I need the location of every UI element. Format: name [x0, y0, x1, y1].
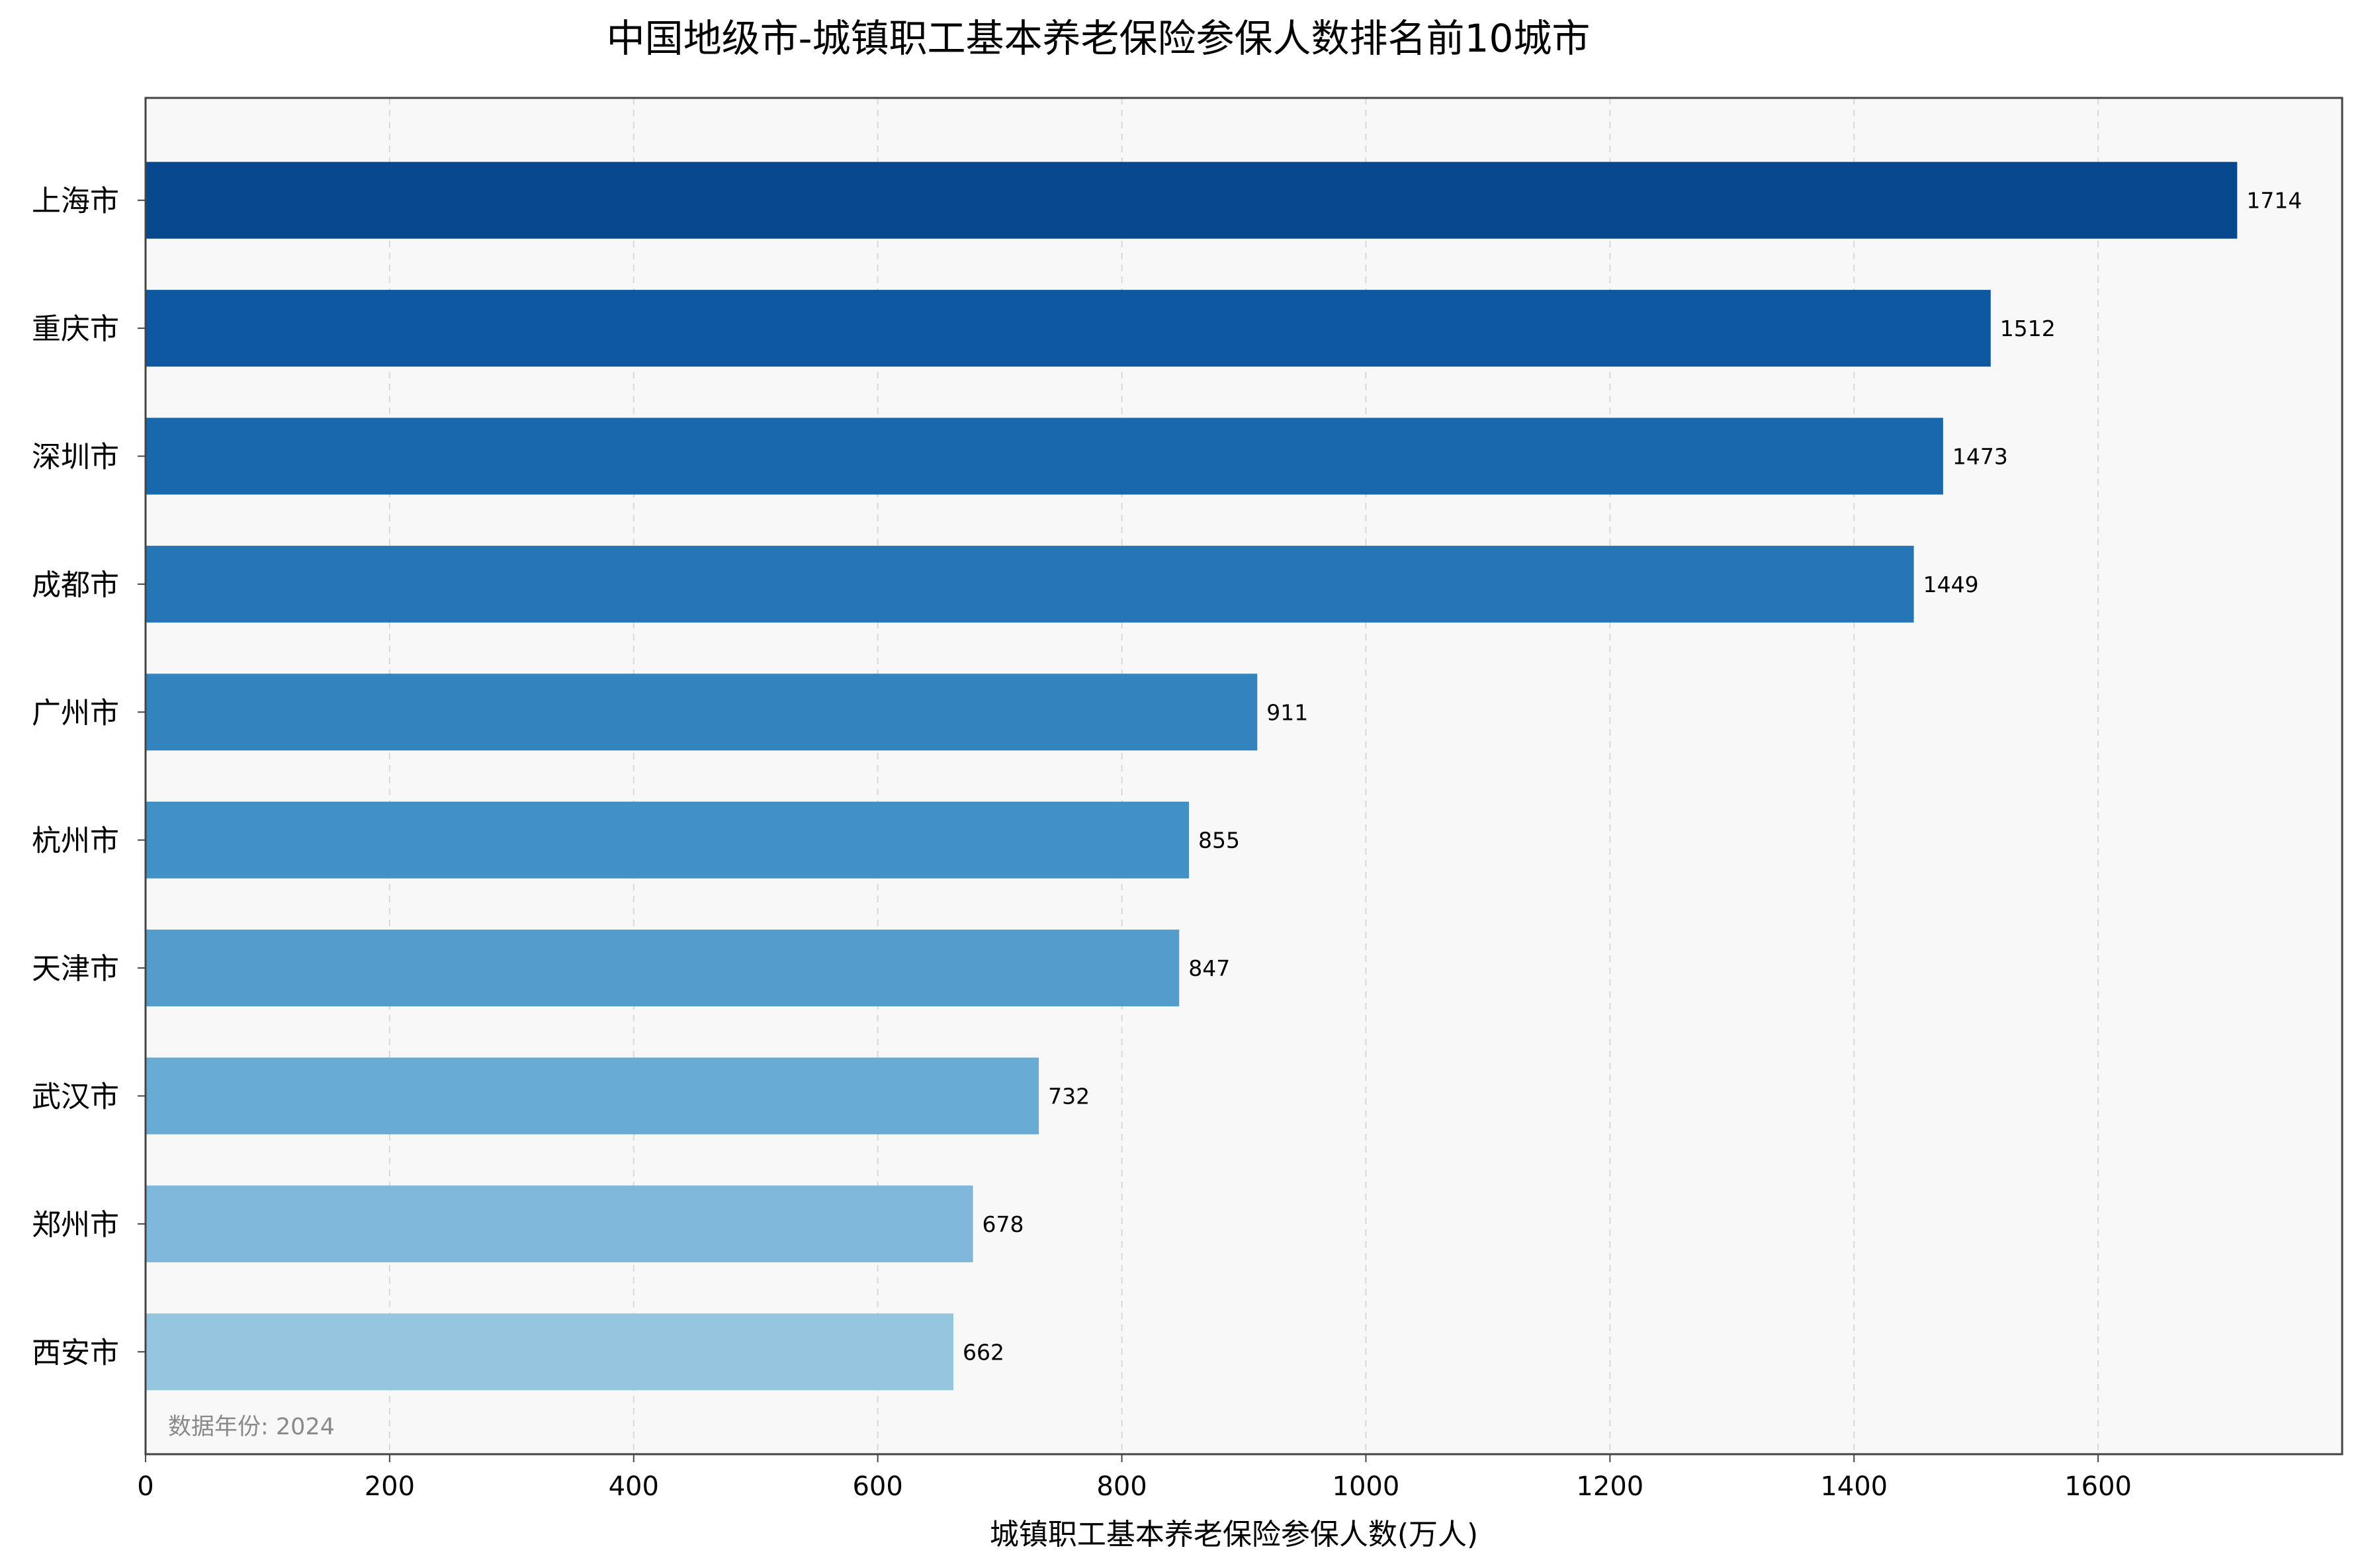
plot-frame [144, 97, 2343, 1456]
bar-value-label: 1512 [2000, 316, 2056, 341]
bar [146, 290, 1991, 367]
bar [146, 161, 2238, 239]
y-tick-label: 杭州市 [32, 824, 119, 858]
y-tick-label: 广州市 [32, 696, 119, 730]
bar [146, 1057, 1039, 1135]
bar-value-label: 678 [983, 1211, 1024, 1237]
bar-value-label: 662 [963, 1339, 1004, 1365]
x-tick-label: 400 [609, 1471, 659, 1502]
y-tick-label: 深圳市 [32, 441, 119, 474]
y-tick-label: 郑州市 [32, 1208, 119, 1242]
bar [146, 545, 1914, 623]
value-labels: 1714 1512 1473 1449 911 855 847 732 678 662 [963, 188, 2302, 1366]
x-axis-ticks: 0 200 400 600 800 1000 1200 1400 1600 [137, 1454, 2132, 1502]
bar [146, 801, 1189, 879]
x-tick-label: 0 [137, 1471, 153, 1502]
y-tick-label: 重庆市 [32, 312, 119, 346]
x-tick-label: 200 [365, 1471, 415, 1502]
x-tick-label: 600 [852, 1471, 902, 1502]
y-tick-label: 天津市 [32, 952, 119, 986]
bar [146, 1185, 973, 1262]
chart-title: 中国地级市-城镇职工基本养老保险参保人数排名前10城市 [607, 16, 1591, 61]
x-axis-title: 城镇职工基本养老保险参保人数(万人) [990, 1518, 1478, 1551]
bar-value-label: 911 [1266, 699, 1308, 725]
y-tick-label: 上海市 [32, 185, 119, 218]
bar [146, 1313, 954, 1391]
x-tick-label: 1000 [1333, 1471, 1400, 1502]
bar-value-label: 732 [1048, 1083, 1090, 1109]
bar-value-label: 855 [1198, 828, 1240, 853]
data-year-note: 数据年份: 2024 [168, 1414, 335, 1440]
bar-value-label: 1714 [2246, 188, 2302, 214]
x-tick-label: 1400 [1820, 1471, 1888, 1502]
bar-value-label: 847 [1188, 955, 1230, 981]
bar-value-label: 1473 [1952, 444, 2008, 470]
y-tick-label: 西安市 [32, 1336, 119, 1370]
y-tick-label: 成都市 [32, 568, 119, 602]
bar [146, 417, 1943, 495]
bar [146, 930, 1180, 1007]
y-tick-label: 武汉市 [32, 1080, 119, 1113]
bar [146, 674, 1258, 751]
bar-value-label: 1449 [1923, 572, 1979, 597]
x-tick-label: 1200 [1576, 1471, 1643, 1502]
x-tick-label: 800 [1096, 1471, 1147, 1502]
bars [146, 161, 2238, 1391]
x-tick-label: 1600 [2064, 1471, 2132, 1502]
